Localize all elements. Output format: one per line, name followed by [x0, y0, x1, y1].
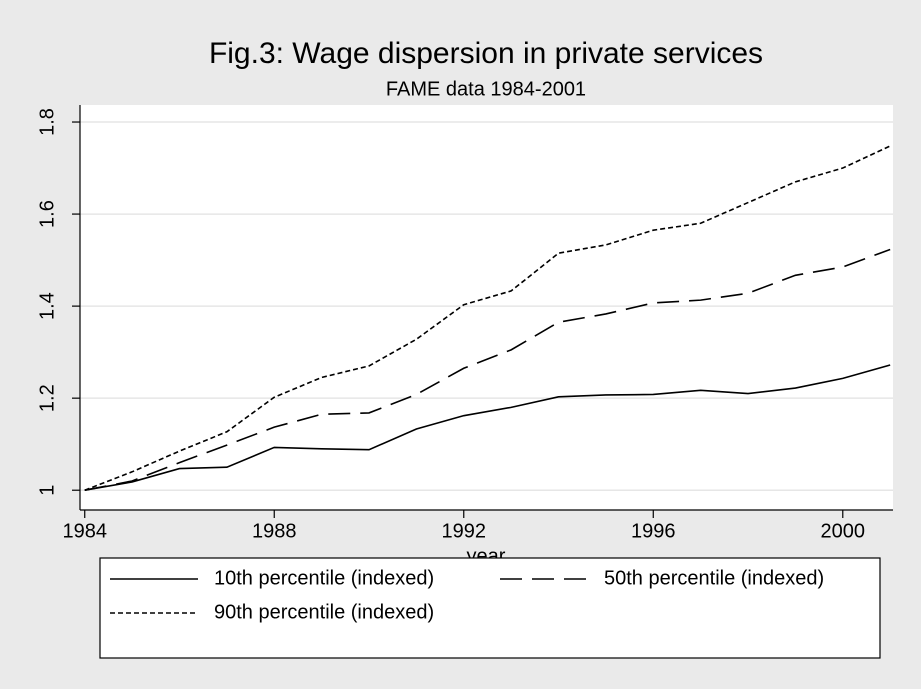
legend-label: 10th percentile (indexed): [214, 567, 434, 589]
y-tick-label: 1: [36, 485, 58, 496]
y-tick-label: 1.2: [36, 384, 58, 412]
plot-area: [80, 105, 893, 510]
x-tick-label: 2000: [821, 520, 866, 542]
series-line: [84, 364, 891, 491]
series-line: [84, 248, 891, 491]
x-tick-label: 1996: [631, 520, 676, 542]
x-tick-label: 1988: [252, 520, 297, 542]
legend-label: 90th percentile (indexed): [214, 601, 434, 623]
x-tick-label: 1984: [62, 520, 107, 542]
y-tick-label: 1.6: [36, 200, 58, 228]
series-line: [84, 145, 891, 491]
y-tick-label: 1.8: [36, 108, 58, 136]
legend: [99, 557, 881, 659]
legend-label: 50th percentile (indexed): [604, 567, 824, 589]
x-tick-label: 1992: [442, 520, 487, 542]
y-tick-label: 1.4: [36, 292, 58, 320]
chart-subtitle: FAME data 1984-2001: [386, 78, 586, 100]
chart-title: Fig.3: Wage dispersion in private servic…: [209, 37, 763, 70]
